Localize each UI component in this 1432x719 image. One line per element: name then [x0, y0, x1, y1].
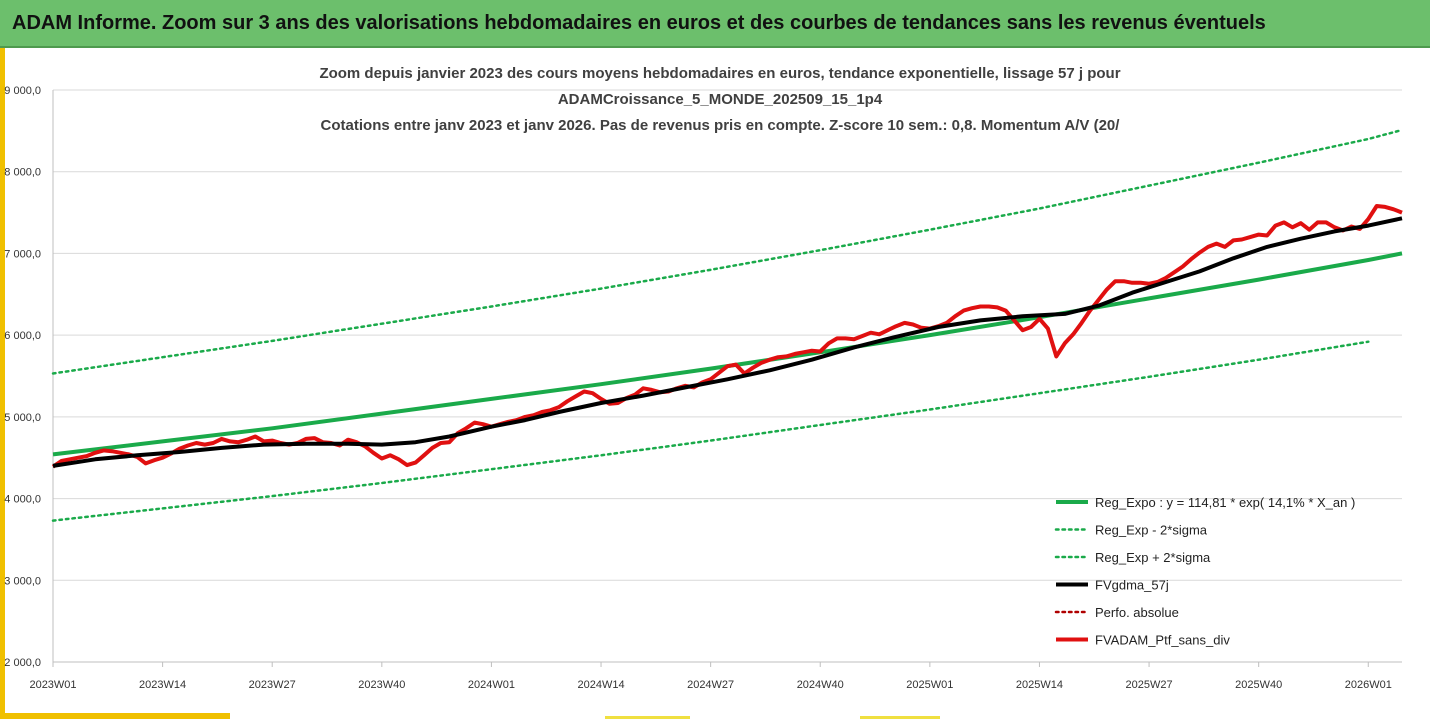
series-line-1: [51, 340, 1370, 522]
x-tick-label-2023W27: 2023W27: [249, 679, 296, 691]
series-line-5: [51, 204, 1403, 469]
x-tick-label-2023W14: 2023W14: [139, 679, 186, 691]
frame-left-accent: [0, 48, 5, 717]
legend-label-3: FVgdma_57j: [1095, 578, 1169, 593]
legend-label-5: FVADAM_Ptf_sans_div: [1095, 633, 1230, 648]
x-tick-label-2024W40: 2024W40: [797, 679, 844, 691]
x-tick-label-2024W01: 2024W01: [468, 679, 515, 691]
y-tick-label-3000: 3 000,0: [4, 575, 41, 587]
chart-title-line-2: ADAMCroissance_5_MONDE_202509_15_1p4: [558, 91, 883, 108]
chart-axes: 2 000,0 3 000,0 4 000,0 5 000,0 6 000,0 7 000…: [4, 85, 1402, 691]
legend-label-2: Reg_Exp + 2*sigma: [1095, 550, 1211, 565]
chart-title-line-3: Cotations entre janv 2023 et janv 2026. …: [321, 117, 1121, 134]
x-tick-label-2026W01: 2026W01: [1345, 679, 1392, 691]
x-tick-label-2025W14: 2025W14: [1016, 679, 1063, 691]
y-tick-label-5000: 5 000,0: [4, 412, 41, 424]
x-tick-label-2024W14: 2024W14: [577, 679, 624, 691]
series-line-3: [52, 216, 1403, 468]
chart-series: [51, 128, 1404, 522]
x-tick-label-2025W27: 2025W27: [1126, 679, 1173, 691]
x-tick-label-2025W40: 2025W40: [1235, 679, 1282, 691]
frame-bottom-accent: [0, 713, 230, 719]
y-tick-label-2000: 2 000,0: [4, 657, 41, 669]
legend-label-1: Reg_Exp - 2*sigma: [1095, 523, 1208, 538]
chart: Zoom depuis janvier 2023 des cours moyen…: [4, 65, 1404, 691]
banner-title: ADAM Informe. Zoom sur 3 ans des valoris…: [12, 12, 1266, 34]
y-tick-label-7000: 7 000,0: [4, 248, 41, 260]
series-line-2: [51, 128, 1404, 375]
header-banner: ADAM Informe. Zoom sur 3 ans des valoris…: [0, 0, 1430, 48]
y-tick-label-9000: 9 000,0: [4, 85, 41, 97]
x-tick-label-2023W01: 2023W01: [29, 679, 76, 691]
y-tick-label-6000: 6 000,0: [4, 330, 41, 342]
frame-bottom-accent-3: [860, 716, 940, 719]
x-tick-label-2023W40: 2023W40: [358, 679, 405, 691]
series-line-0: [52, 251, 1403, 457]
chart-legend: Reg_Expo : y = 114,81 * exp( 14,1% * X_a…: [1054, 495, 1355, 648]
y-tick-label-4000: 4 000,0: [4, 494, 41, 506]
chart-title: Zoom depuis janvier 2023 des cours moyen…: [319, 65, 1120, 134]
legend-label-4: Perfo. absolue: [1095, 605, 1179, 620]
x-tick-label-2024W27: 2024W27: [687, 679, 734, 691]
x-tick-label-2025W01: 2025W01: [906, 679, 953, 691]
legend-label-0: Reg_Expo : y = 114,81 * exp( 14,1% * X_a…: [1095, 495, 1355, 510]
chart-title-line-1: Zoom depuis janvier 2023 des cours moyen…: [319, 65, 1120, 82]
frame-bottom-accent-2: [605, 716, 690, 719]
y-tick-label-8000: 8 000,0: [4, 167, 41, 179]
